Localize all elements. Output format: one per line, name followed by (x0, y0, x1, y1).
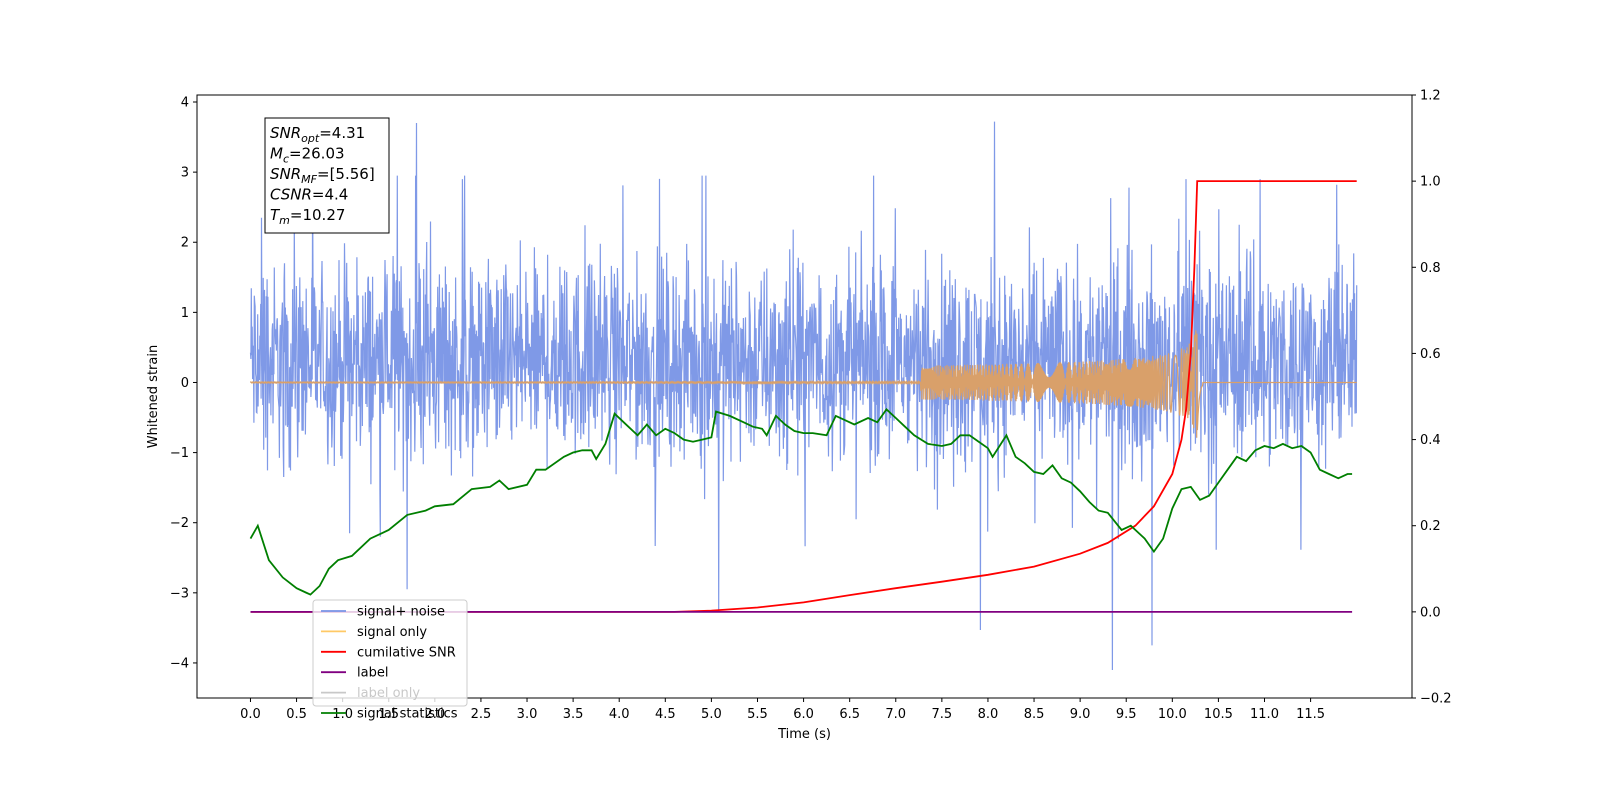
y-axis-left: 4 3 2 1 0 −1 −2 −3 −4 (170, 96, 197, 671)
axes-frame (196, 94, 1413, 699)
y-right-tick-label: 0.6 (1420, 347, 1441, 362)
x-tick-label: 1.0 (332, 707, 353, 722)
y-left-tick-label: 2 (181, 236, 189, 251)
y-right-tick-label: 0.8 (1420, 261, 1441, 276)
x-axis-label: Time (s) (777, 727, 831, 742)
y-left-tick-label: 4 (181, 96, 189, 111)
legend-label: label only (357, 686, 420, 701)
x-tick-label: 10.0 (1158, 707, 1187, 722)
series-signal-only-line (249, 330, 1357, 438)
legend-label: label (357, 666, 388, 681)
y-left-tick-label: 1 (181, 306, 189, 321)
y-right-tick-label: 0.4 (1420, 433, 1441, 448)
annotation-line: Mc=26.03 (270, 145, 345, 166)
x-tick-label: 3.0 (517, 707, 538, 722)
x-axis: 0.0 0.5 1.0 1.5 2.0 2.5 3.0 3.5 4.0 4.5 5.0 5.5 6.0 6… (240, 698, 1325, 722)
legend-label: signal+ noise (357, 605, 445, 620)
x-tick-label: 2.0 (424, 707, 445, 722)
annotation-frame (264, 117, 390, 234)
x-tick-label: 9.5 (1116, 707, 1137, 722)
y-axis-right: 1.2 1.0 0.8 0.6 0.4 0.2 0.0 −0.2 (1412, 89, 1452, 707)
legend-label: signal only (357, 625, 427, 640)
y-left-tick-label: −1 (170, 446, 189, 461)
y-left-tick-label: 3 (181, 166, 189, 181)
x-tick-label: 2.5 (471, 707, 492, 722)
annotation-line: SNRMF=[5.56] (270, 165, 375, 186)
x-tick-label: 8.5 (1024, 707, 1045, 722)
y-right-tick-label: −0.2 (1420, 692, 1452, 707)
y-right-tick-label: 0.2 (1420, 519, 1441, 534)
series-signal-statistics-line (249, 408, 1353, 596)
x-tick-label: 8.0 (978, 707, 999, 722)
x-tick-label: 0.5 (286, 707, 307, 722)
x-tick-label: 4.5 (655, 707, 676, 722)
x-tick-label: 11.5 (1296, 707, 1325, 722)
x-tick-label: 5.5 (747, 707, 768, 722)
x-tick-label: 3.5 (563, 707, 584, 722)
x-tick-label: 4.0 (609, 707, 630, 722)
y-left-tick-label: −3 (170, 586, 189, 601)
y-left-tick-label: 0 (181, 376, 189, 391)
legend-label: cumilative SNR (357, 645, 456, 660)
x-tick-label: 6.5 (839, 707, 860, 722)
y-left-tick-label: −2 (170, 516, 189, 531)
x-tick-label: 7.5 (932, 707, 953, 722)
x-tick-label: 1.5 (378, 707, 399, 722)
y-axis-left-label: Whitened strain (146, 345, 161, 448)
x-tick-label: 10.5 (1204, 707, 1233, 722)
x-tick-label: 0.0 (240, 707, 261, 722)
y-right-tick-label: 1.2 (1420, 89, 1441, 104)
legend: signal+ noise signal only cumilative SNR la… (312, 599, 468, 722)
x-tick-label: 7.0 (885, 707, 906, 722)
x-tick-label: 5.0 (701, 707, 722, 722)
annotation-line: Tm=10.27 (270, 206, 345, 227)
annotation-line: CSNR=4.4 (270, 186, 348, 204)
x-tick-label: 11.0 (1250, 707, 1279, 722)
y-right-tick-label: 0.0 (1420, 605, 1441, 620)
legend-frame (312, 599, 468, 707)
legend-label: signal statistics (357, 707, 458, 722)
y-right-tick-label: 1.0 (1420, 175, 1441, 190)
y-left-tick-label: −4 (170, 656, 189, 671)
x-tick-label: 6.0 (793, 707, 814, 722)
annotation-line: SNRopt=4.31 (270, 124, 365, 145)
x-tick-label: 9.0 (1070, 707, 1091, 722)
series-cumulative-snr-line (250, 180, 1357, 613)
